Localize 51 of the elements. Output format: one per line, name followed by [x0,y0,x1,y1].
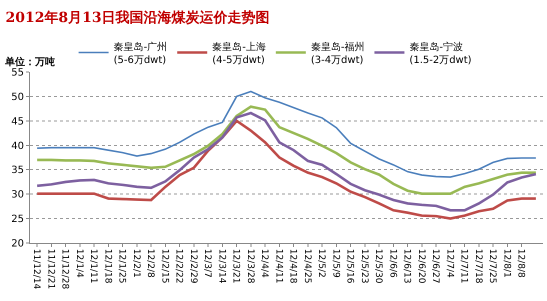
x-tick-label: 11/12/28 [60,248,70,290]
x-tick-label: 12/4/25 [302,248,312,284]
x-tick-label: 12/4/4 [259,248,270,278]
x-tick-label: 12/3/14 [216,248,226,284]
y-tick-label: 45 [11,116,24,128]
x-tick-label: 12/5/16 [344,248,355,284]
x-tick-label: 12/5/30 [373,248,384,284]
x-tick-label: 12/6/13 [402,248,412,284]
x-tick-label: 12/7/18 [472,248,483,284]
y-tick-label: 30 [11,190,24,201]
y-tick-label: 20 [11,238,24,250]
x-tick-label: 12/1/25 [116,248,127,284]
y-tick-label: 50 [11,92,24,103]
x-tick-label: 12/4/18 [288,248,298,284]
x-tick-label: 12/1/4 [74,248,84,278]
x-tick-label: 12/2/1 [130,248,141,278]
chart-title: 2012年8月13日我国沿海煤炭运价走势图 [5,10,270,26]
x-tick-label: 12/8/1 [501,248,512,278]
y-tick-label: 25 [11,214,24,226]
x-tick-label: 12/3/21 [230,248,241,284]
x-tick-label: 12/3/7 [202,248,212,278]
line-series [36,105,538,195]
line-series [36,90,537,178]
x-tick-label: 12/1/18 [102,248,112,284]
x-tick-label: 12/5/2 [316,248,326,278]
x-tick-label: 12/2/8 [145,248,156,278]
x-tick-label: 12/7/11 [458,248,469,284]
x-tick-label: 12/7/25 [487,248,498,284]
legend-label: 秦皇岛-上海 (4-5万dwt) [212,40,266,66]
x-tick-label: 12/6/20 [416,248,426,284]
x-tick-label: 12/6/27 [430,248,440,284]
legend-label: 秦皇岛-福州 (3-4万dwt) [310,40,364,66]
y-tick-label: 55 [11,68,24,78]
x-tick-label: 12/6/6 [387,248,398,278]
x-tick-label: 12/7/4 [444,248,454,278]
x-tick-label: 12/5/9 [330,248,340,278]
legend-label: 秦皇岛-宁波 (1.5-2万dwt) [409,40,472,66]
x-tick-label: 12/5/23 [358,248,369,284]
text: 单位：万吨 [4,56,55,68]
x-tick-label: 12/3/28 [244,248,255,284]
x-tick-label: 12/1/11 [88,248,98,284]
x-tick-label: 12/4/11 [273,248,284,284]
legend-label: 秦皇岛-广州 (5-6万dwt) [114,40,168,66]
x-tick-label: 11/12/14 [31,248,42,290]
x-tick-label: 12/2/29 [188,248,198,284]
y-tick-label: 40 [11,140,24,152]
x-tick-label: 12/2/22 [174,248,184,284]
x-tick-label: 12/8/8 [516,248,526,278]
y-tick-label: 35 [11,165,24,176]
x-tick-label: 11/12/21 [45,248,56,290]
x-tick-label: 12/2/15 [159,248,170,284]
